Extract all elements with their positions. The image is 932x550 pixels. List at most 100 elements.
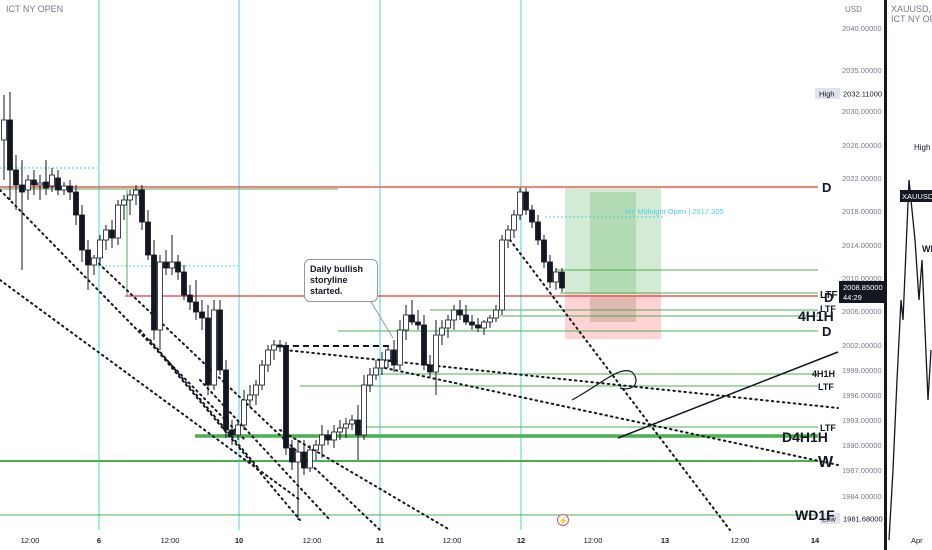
candle-bearish — [427, 364, 433, 373]
candle-bullish — [361, 384, 367, 436]
trendline-solid — [617, 351, 839, 439]
candle-bullish — [121, 199, 127, 206]
secondary-indicator: ICT NY OPEN — [891, 14, 932, 24]
secondary-w-label: WI — [922, 244, 932, 254]
candle-bullish — [445, 319, 451, 329]
price-axis: USD 2040.00000 2035.00000 2030.00000 2026.00… — [815, 5, 884, 524]
high-label: High — [819, 90, 834, 99]
label-ltf: LTF — [820, 290, 838, 301]
high-badge — [815, 88, 840, 99]
main-chart-pane[interactable]: USD 2040.00000 2035.00000 2030.00000 2026.00… — [0, 0, 884, 550]
candle-bullish — [103, 229, 109, 241]
secondary-price-chart: High XAUUSD WI Apr — [888, 143, 932, 545]
candle-bearish — [67, 185, 73, 193]
candle-bullish — [115, 204, 121, 239]
profit-zone-inner — [590, 192, 636, 294]
candle-bullish — [133, 189, 139, 196]
candle-bearish — [469, 321, 475, 326]
callout-note[interactable]: Daily bullish storyline started. — [304, 259, 378, 302]
candle-bearish — [7, 119, 13, 171]
secondary-time-tick: Apr — [911, 536, 923, 545]
label-d-lower: D — [822, 324, 831, 339]
candle-bearish — [301, 451, 307, 469]
high-value: 2032.11000 — [843, 90, 882, 99]
candle-bearish — [139, 189, 145, 223]
time-tick: 11 — [376, 536, 384, 545]
time-tick: 10 — [235, 536, 243, 545]
candle-bullish — [1, 119, 7, 141]
time-tick: 12:00 — [443, 536, 462, 545]
candle-bullish — [331, 431, 337, 441]
candle-bearish — [463, 314, 469, 323]
candle-bullish — [211, 309, 217, 386]
candle-bearish — [181, 271, 187, 296]
trendline-dotted — [284, 349, 839, 409]
candle-bearish — [19, 184, 25, 193]
candle-bullish — [433, 334, 439, 373]
trendline-dotted — [0, 189, 246, 441]
candle-bullish — [25, 179, 31, 191]
price-chart[interactable]: USD 2040.00000 2035.00000 2030.00000 2026.00… — [0, 0, 884, 550]
candle-bullish — [499, 239, 505, 311]
candle-bullish — [511, 214, 517, 231]
low-label: Low — [822, 515, 836, 524]
time-tick: 12 — [517, 536, 525, 545]
candle-bullish — [247, 394, 253, 401]
candle-bullish — [319, 434, 325, 446]
candle-bullish — [367, 374, 373, 386]
price-tick: 2014.00000 — [842, 241, 882, 250]
price-tick: 2030.00000 — [842, 107, 882, 116]
candle-bearish — [421, 324, 427, 366]
candle-bearish — [391, 349, 397, 366]
time-axis: 12:00 6 12:00 10 12:00 11 12:00 12 12:00 13 12:00 1… — [21, 514, 820, 545]
time-tick: 13 — [661, 536, 669, 545]
ny-midnight-open-label: NY Midnight Open | 2017.305 — [625, 207, 724, 216]
candle-bearish — [277, 344, 283, 348]
candle-bearish — [145, 221, 151, 256]
candle-bearish — [73, 191, 79, 216]
candle-bearish — [151, 254, 157, 331]
candle-bullish — [265, 349, 271, 366]
candle-bearish — [541, 239, 547, 263]
candle-bullish — [61, 185, 67, 191]
trendline-dotted — [509, 239, 731, 531]
candle-bullish — [439, 327, 445, 336]
pane-separator[interactable] — [884, 0, 887, 550]
secondary-high-label: High — [914, 143, 930, 152]
candle-bearish — [415, 321, 421, 326]
candle-bullish — [157, 261, 163, 331]
symbol-tag — [900, 190, 932, 202]
countdown: 44:29 — [843, 293, 862, 302]
price-tick: 2035.00000 — [842, 66, 882, 75]
candle-bearish — [523, 191, 529, 211]
price-tick: 2018.00000 — [842, 207, 882, 216]
label-wd1: WD1F — [795, 507, 835, 523]
candle-bullish — [517, 191, 523, 216]
lightning-glyph: ⚡ — [558, 516, 568, 526]
secondary-header: XAUUSD, 1D ICT NY OPEN — [891, 4, 932, 24]
price-tick: 1993.00000 — [842, 416, 882, 425]
price-tick: 1999.00000 — [842, 366, 882, 375]
label-w: W — [818, 454, 834, 471]
candle-bearish — [217, 309, 223, 371]
candle-bullish — [313, 444, 319, 451]
candle-bullish — [505, 229, 511, 241]
candle-bullish — [253, 384, 259, 396]
candle-bearish — [187, 294, 193, 303]
secondary-symbol: XAUUSD, 1D — [891, 4, 932, 14]
candle-bullish — [481, 321, 487, 329]
candle-bearish — [529, 209, 535, 223]
label-ltf: LTF — [820, 423, 836, 433]
trendline-dotted — [279, 429, 451, 531]
candle-bullish — [403, 314, 409, 331]
trend-lines — [0, 189, 839, 531]
time-tick: 12:00 — [303, 536, 322, 545]
daily-price-line — [888, 179, 932, 541]
label-ltf: LTF — [818, 382, 834, 392]
candle-bullish — [487, 317, 493, 323]
candle-bullish — [379, 359, 385, 369]
candle-bullish — [49, 174, 55, 187]
secondary-chart-pane[interactable]: High XAUUSD WI Apr XAUUSD, 1D ICT NY OPEN — [887, 0, 932, 550]
candle-bullish — [493, 309, 499, 319]
